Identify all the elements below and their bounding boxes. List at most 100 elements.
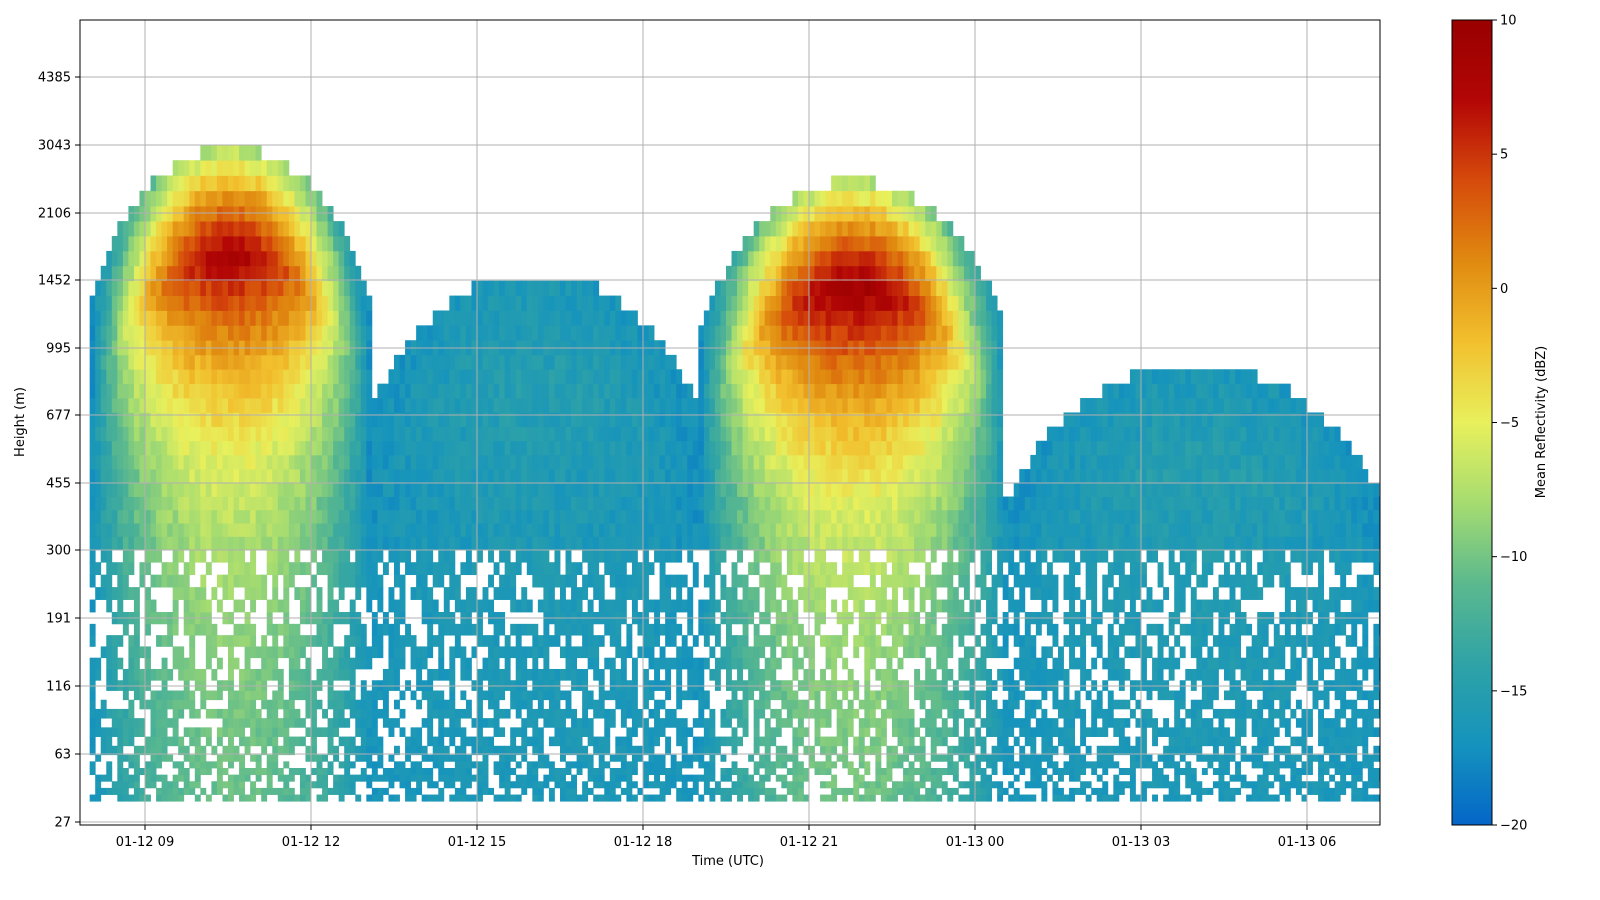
- heatmap-cell-2333: [405, 774, 411, 782]
- heatmap-cell-2006: [349, 781, 356, 789]
- heatmap-cell-1986: [344, 496, 351, 511]
- heatmap-cell-3129: [532, 794, 539, 802]
- heatmap-cell-4592: [759, 690, 766, 701]
- heatmap-cell-2861: [488, 469, 494, 484]
- heatmap-cell-4208: [698, 369, 705, 385]
- heatmap-cell-3145: [532, 635, 539, 647]
- heatmap-cell-3623: [604, 781, 611, 789]
- heatmap-cell-3572: [593, 440, 600, 456]
- heatmap-cell-1033: [222, 160, 229, 176]
- heatmap-cell-3070: [521, 657, 528, 670]
- heatmap-cell-1893: [333, 657, 340, 670]
- heatmap-cell-3351: [560, 354, 566, 370]
- heatmap-cell-2721: [465, 509, 472, 524]
- heatmap-cell-3909: [648, 761, 655, 769]
- heatmap-cell-2031: [349, 426, 356, 442]
- heatmap-cell-448: [150, 483, 157, 497]
- heatmap-cell-2190: [377, 761, 384, 769]
- heatmap-cell-4812: [786, 469, 793, 484]
- heatmap-cell-1436: [272, 440, 279, 456]
- heatmap-cell-252: [122, 310, 129, 326]
- heatmap-cell-772: [189, 250, 196, 267]
- heatmap-cell-2403: [416, 549, 423, 563]
- heatmap-cell-1673: [305, 794, 312, 802]
- heatmap-cell-4627: [764, 761, 771, 769]
- heatmap-cell-3440: [576, 745, 583, 756]
- heatmap-cell-1387: [266, 454, 273, 470]
- heatmap-cell-4461: [737, 280, 743, 296]
- heatmap-cell-708: [183, 509, 190, 524]
- heatmap-cell-1324: [261, 727, 268, 737]
- heatmap-cell-4465: [742, 781, 749, 789]
- heatmap-cell-4956: [803, 236, 810, 252]
- heatmap-cell-1586: [288, 221, 295, 237]
- heatmap-cell-4734: [775, 440, 782, 456]
- heatmap-cell-2202: [377, 574, 384, 588]
- heatmap-cell-112: [106, 599, 113, 613]
- heatmap-cell-3764: [620, 354, 627, 370]
- heatmap-cell-702: [183, 599, 190, 613]
- heatmap-cell-4549: [753, 708, 760, 719]
- heatmap-cell-1217: [244, 280, 251, 296]
- heatmap-cell-2478: [427, 469, 434, 484]
- heatmap-cell-4495: [742, 354, 749, 370]
- heatmap-cell-4528: [748, 398, 755, 413]
- heatmap-cell-2082: [360, 767, 367, 776]
- heatmap-cell-3760: [620, 412, 627, 428]
- heatmap-cell-4188: [698, 699, 705, 710]
- heatmap-cell-4348: [726, 794, 732, 802]
- heatmap-cell-592: [167, 250, 174, 267]
- heatmap-cell-2339: [405, 635, 411, 647]
- heatmap-cell-4129: [687, 774, 694, 782]
- heatmap-cell-2141: [366, 483, 373, 497]
- heatmap-cell-2164: [371, 708, 378, 719]
- heatmap-cell-4309: [714, 354, 721, 370]
- heatmap-cell-2683: [460, 562, 467, 576]
- heatmap-cell-3259: [548, 599, 555, 613]
- heatmap-cell-1167: [239, 325, 245, 341]
- heatmap-cell-1174: [239, 221, 245, 237]
- heatmap-cell-3144: [532, 646, 539, 659]
- heatmap-cell-4789: [781, 206, 788, 222]
- heatmap-cell-2221: [382, 699, 389, 710]
- heatmap-cell-2982: [504, 325, 511, 341]
- heatmap-cell-4218: [703, 736, 710, 747]
- heatmap-cell-3147: [532, 574, 539, 588]
- heatmap-cell-3645: [604, 426, 611, 442]
- heatmap-cell-3913: [648, 727, 655, 737]
- heatmap-cell-3549: [593, 781, 600, 789]
- heatmap-cell-2579: [443, 483, 450, 497]
- heatmap-cell-4126: [681, 383, 688, 399]
- heatmap-cell-1976: [344, 657, 351, 670]
- heatmap-cell-2258: [388, 509, 395, 524]
- heatmap-cell-3021: [515, 794, 522, 802]
- heatmap-cell-2332: [405, 781, 411, 789]
- heatmap-cell-2213: [377, 412, 384, 428]
- heatmap-cell-4693: [770, 426, 777, 442]
- heatmap-cell-3206: [537, 280, 544, 296]
- heatmap-cell-2892: [493, 562, 500, 576]
- heatmap-cell-716: [183, 398, 190, 413]
- heatmap-cell-4713: [775, 745, 782, 756]
- heatmap-cell-915: [211, 668, 218, 681]
- heatmap-cell-147: [111, 646, 118, 659]
- heatmap-cell-4616: [759, 310, 766, 326]
- heatmap-cell-1680: [305, 708, 312, 719]
- heatmap-cell-840: [200, 523, 207, 537]
- heatmap-cell-2928: [499, 574, 506, 588]
- heatmap-cell-4903: [797, 426, 804, 442]
- heatmap-cell-4583: [753, 221, 760, 237]
- heatmap-cell-2776: [477, 727, 483, 737]
- heatmap-cell-4346: [720, 295, 727, 311]
- heatmap-cell-506: [156, 265, 162, 282]
- heatmap-cell-154: [111, 509, 118, 524]
- heatmap-cell-1689: [305, 587, 312, 600]
- heatmap-cell-1862: [327, 483, 334, 497]
- heatmap-cell-2625: [449, 369, 456, 385]
- heatmap-cell-4526: [748, 426, 755, 442]
- heatmap-cell-1815: [322, 523, 328, 537]
- heatmap-cell-3269: [548, 454, 555, 470]
- heatmap-cell-4788: [781, 221, 788, 237]
- heatmap-cell-4176: [692, 440, 699, 456]
- heatmap-cell-4425: [737, 794, 743, 802]
